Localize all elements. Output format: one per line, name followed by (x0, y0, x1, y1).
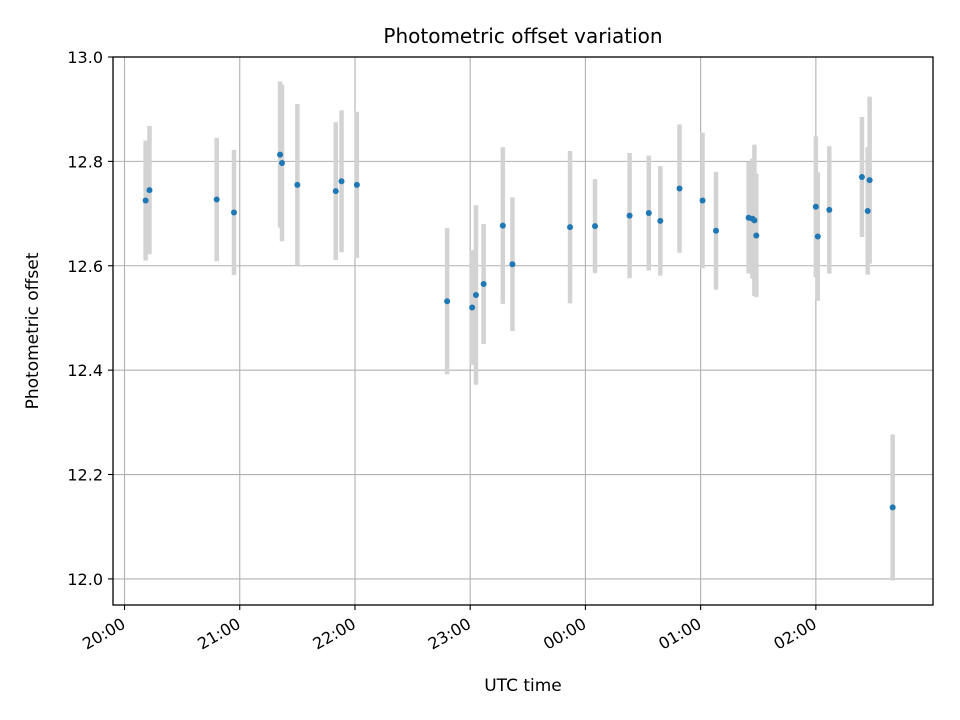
data-point (866, 177, 873, 184)
data-point (676, 185, 683, 192)
data-point (812, 203, 819, 210)
data-point (277, 151, 284, 158)
data-point (499, 222, 506, 229)
data-point (626, 212, 633, 219)
data-point (657, 217, 664, 224)
y-tick-label: 12.0 (67, 570, 103, 589)
y-tick-label: 13.0 (67, 48, 103, 67)
plot-frame (112, 56, 934, 606)
data-point (567, 224, 574, 231)
data-point (480, 281, 487, 288)
data-point (444, 298, 451, 305)
data-point (230, 209, 237, 216)
y-axis-ticks: 12.0 12.2 12.4 12.6 12.8 13.0 (67, 48, 113, 589)
data-point (864, 207, 871, 214)
data-point (814, 233, 821, 240)
data-point (213, 196, 220, 203)
y-axis-label: Photometric offset (23, 252, 43, 409)
data-point (332, 188, 339, 195)
data-point (699, 197, 706, 204)
data-point (712, 227, 719, 234)
data-point (753, 232, 760, 239)
data-point (826, 206, 833, 213)
data-point (353, 181, 360, 188)
data-point (146, 187, 153, 194)
y-tick-label: 12.6 (67, 257, 103, 276)
y-tick-label: 12.4 (67, 361, 103, 380)
data-point (751, 217, 758, 224)
y-tick-label: 12.2 (67, 466, 103, 485)
data-point (592, 223, 599, 230)
data-point (142, 197, 149, 204)
data-point (645, 210, 652, 217)
data-point (858, 174, 865, 181)
data-point (509, 261, 516, 268)
data-point (338, 178, 345, 185)
x-axis-label: UTC time (484, 676, 562, 696)
data-point (278, 159, 285, 166)
data-points (142, 151, 896, 511)
y-tick-label: 12.8 (67, 152, 103, 171)
data-point (294, 181, 301, 188)
data-point (469, 304, 476, 311)
data-point (889, 504, 896, 511)
chart-title: Photometric offset variation (383, 24, 662, 48)
data-point (472, 291, 479, 298)
